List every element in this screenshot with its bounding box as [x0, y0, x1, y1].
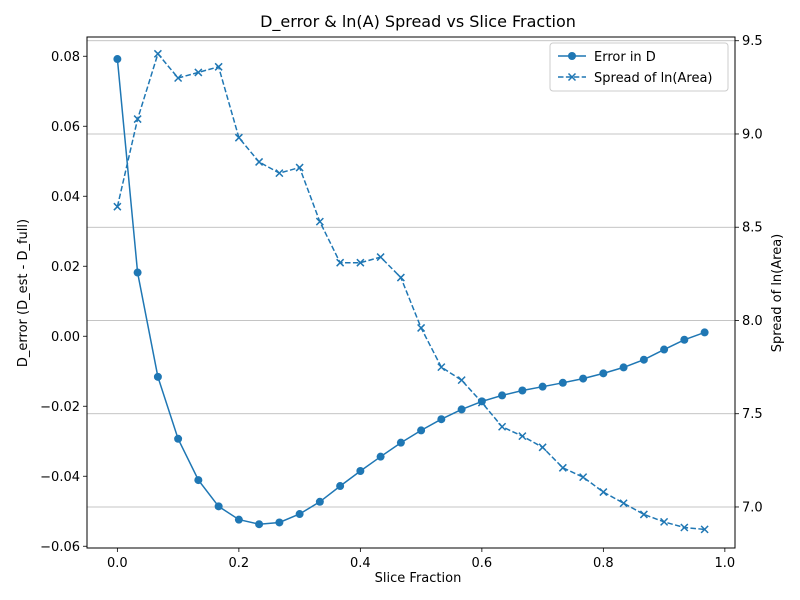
data-point-spread-ln-area: [336, 258, 345, 267]
chart-title: D_error & ln(A) Spread vs Slice Fraction: [260, 12, 576, 32]
data-point-error-in-d: [680, 335, 689, 344]
data-point-spread-ln-area: [579, 473, 588, 482]
data-point-error-in-d: [457, 405, 466, 414]
legend-marker-spread: [567, 72, 577, 82]
y-left-tick-label: −0.06: [40, 540, 80, 555]
legend: Error in D Spread of ln(Area): [549, 42, 729, 92]
y-left-tick-label: 0.02: [51, 260, 80, 275]
y-right-tick-label: 8.5: [742, 221, 763, 236]
data-point-error-in-d: [336, 482, 345, 491]
y-right-tick-label: 8.0: [742, 314, 763, 329]
x-tick-label: 0.8: [593, 556, 614, 571]
series-group: [113, 49, 709, 534]
y-left-tick-label: −0.04: [40, 470, 80, 485]
data-point-spread-ln-area: [113, 202, 122, 211]
x-tick-label: 1.0: [715, 556, 736, 571]
data-point-spread-ln-area: [457, 376, 466, 385]
data-point-spread-ln-area: [437, 363, 446, 372]
data-point-spread-ln-area: [660, 517, 669, 526]
data-point-spread-ln-area: [376, 253, 385, 262]
data-point-error-in-d: [518, 386, 527, 395]
data-point-spread-ln-area: [599, 488, 608, 497]
series-line-spread-ln-area: [116, 52, 705, 531]
data-point-spread-ln-area: [275, 169, 284, 178]
data-point-error-in-d: [234, 515, 243, 524]
data-point-error-in-d: [174, 434, 183, 443]
data-point-error-in-d: [214, 502, 223, 511]
data-point-error-in-d: [639, 355, 648, 364]
data-point-spread-ln-area: [498, 422, 507, 431]
legend-label-spread: Spread of ln(Area): [594, 71, 713, 86]
grid-lines: [87, 40, 735, 508]
y-left-tick-label: 0.00: [51, 330, 80, 345]
data-point-spread-ln-area: [558, 463, 567, 472]
data-point-error-in-d: [315, 497, 324, 506]
axes-group: 0.0 0.2 0.4 0.6 0.8 1.0 0.08 0.06 0.04 0.02 0.00 −0…: [40, 34, 763, 571]
data-point-spread-ln-area: [356, 258, 365, 267]
y-left-tick-label: 0.08: [51, 50, 80, 65]
data-point-error-in-d: [255, 520, 264, 529]
data-point-spread-ln-area: [214, 62, 223, 71]
x-tick-label: 0.2: [229, 556, 250, 571]
data-point-error-in-d: [153, 372, 162, 381]
data-point-error-in-d: [660, 345, 669, 354]
data-point-error-in-d: [133, 268, 142, 277]
data-point-spread-ln-area: [639, 510, 648, 519]
data-point-spread-ln-area: [133, 115, 142, 124]
y-left-tick-label: 0.06: [51, 120, 80, 135]
data-point-error-in-d: [396, 438, 405, 447]
x-axis-label: Slice Fraction: [375, 571, 462, 586]
legend-box: [549, 42, 729, 92]
data-point-error-in-d: [376, 452, 385, 461]
data-point-spread-ln-area: [255, 157, 264, 166]
data-point-spread-ln-area: [417, 323, 426, 332]
x-tick-label: 0.0: [107, 556, 128, 571]
data-point-spread-ln-area: [518, 432, 527, 441]
data-point-spread-ln-area: [396, 273, 405, 282]
data-point-error-in-d: [538, 382, 547, 391]
data-point-error-in-d: [417, 426, 426, 435]
data-point-spread-ln-area: [234, 133, 243, 142]
y-right-tick-label: 7.5: [742, 407, 763, 422]
data-point-error-in-d: [579, 374, 588, 383]
data-point-spread-ln-area: [174, 73, 183, 83]
data-point-spread-ln-area: [619, 499, 628, 508]
data-point-error-in-d: [498, 391, 507, 400]
y-right-tick-label: 9.0: [742, 127, 763, 142]
plot-frame: [86, 36, 736, 549]
y-right-tick-label: 7.0: [742, 500, 763, 515]
y-right-tick-label: 9.5: [742, 34, 763, 49]
data-point-spread-ln-area: [194, 68, 203, 77]
data-point-spread-ln-area: [153, 49, 162, 58]
legend-label-error: Error in D: [594, 50, 656, 65]
x-tick-label: 0.4: [350, 556, 371, 571]
legend-marker-error: [568, 52, 576, 60]
data-point-spread-ln-area: [477, 398, 486, 407]
data-point-error-in-d: [113, 55, 122, 64]
data-point-error-in-d: [700, 328, 709, 337]
data-point-error-in-d: [295, 510, 304, 519]
data-point-error-in-d: [599, 369, 608, 378]
data-point-error-in-d: [437, 415, 446, 424]
y-right-axis-label: Spread of ln(Area): [770, 234, 785, 353]
data-point-spread-ln-area: [315, 217, 324, 226]
data-point-spread-ln-area: [700, 525, 709, 534]
data-point-error-in-d: [194, 476, 203, 485]
data-point-spread-ln-area: [538, 443, 547, 452]
data-point-error-in-d: [356, 467, 365, 475]
y-left-axis-label: D_error (D_est - D_full): [16, 219, 31, 367]
y-left-tick-label: 0.04: [51, 190, 80, 205]
data-point-spread-ln-area: [680, 523, 689, 532]
x-tick-label: 0.6: [472, 556, 493, 571]
data-point-spread-ln-area: [295, 163, 304, 172]
data-point-error-in-d: [619, 363, 628, 372]
y-left-tick-label: −0.02: [40, 400, 80, 415]
data-point-error-in-d: [558, 378, 567, 387]
data-point-error-in-d: [275, 518, 284, 527]
